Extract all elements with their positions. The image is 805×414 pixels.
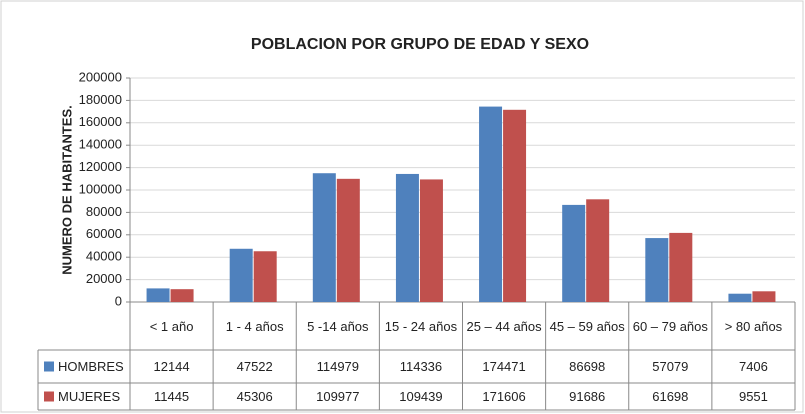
table-value: 9551 <box>739 389 768 404</box>
y-tick-label: 120000 <box>79 159 122 174</box>
bar <box>645 238 669 302</box>
x-tick-label-box: 60 – 79 años <box>632 319 708 334</box>
table-value: 11445 <box>154 389 189 404</box>
chart-title: POBLACION POR GRUPO DE EDAD Y SEXO <box>251 36 589 53</box>
x-tick-label-box: 1 - 4 años <box>225 319 284 334</box>
bar <box>336 178 360 302</box>
x-tick-label: < 1 año <box>149 319 194 334</box>
x-tick-label-box: 15 - 24 años <box>384 319 458 334</box>
y-tick-label: 80000 <box>86 204 122 219</box>
y-tick-label: 200000 <box>79 69 122 84</box>
x-tick-label: 15 - 24 años <box>384 319 458 334</box>
y-axis-label: NUMERO DE HABITANTES. <box>59 105 74 274</box>
table-value: 114979 <box>317 359 359 374</box>
y-tick-label: 40000 <box>86 249 122 264</box>
x-tick-label: > 80 años <box>724 319 783 334</box>
x-tick-label: 25 – 44 años <box>466 319 542 334</box>
x-tick-label-box: < 1 año <box>149 319 194 334</box>
bar <box>586 199 610 302</box>
x-tick-label: 45 – 59 años <box>549 319 625 334</box>
table-value: 91686 <box>569 389 605 404</box>
table-value: 45306 <box>237 389 273 404</box>
table-value: 61698 <box>652 389 688 404</box>
bar <box>752 291 776 302</box>
bar <box>728 293 752 302</box>
bar <box>562 204 586 302</box>
y-tick-label: 60000 <box>86 226 122 241</box>
legend-label: HOMBRES <box>58 359 124 374</box>
x-tick-label-box: 5 -14 años <box>307 319 369 334</box>
bar <box>503 109 527 303</box>
y-tick-label: 20000 <box>86 271 122 286</box>
x-tick-label-box: 45 – 59 años <box>549 319 625 334</box>
y-tick-label: 140000 <box>79 137 122 152</box>
x-tick-label-box: 25 – 44 años <box>466 319 542 334</box>
table-value: 109977 <box>316 389 359 404</box>
table-value: 47522 <box>237 359 273 374</box>
bar <box>395 173 419 302</box>
x-tick-label: 60 – 79 años <box>632 319 708 334</box>
legend-swatch <box>44 361 54 372</box>
bar <box>312 173 336 302</box>
bar <box>253 251 277 302</box>
table-value: 86698 <box>569 359 605 374</box>
y-tick-label: 0 <box>115 293 122 308</box>
table-value: 7406 <box>739 359 768 374</box>
table-value: 114336 <box>400 359 442 374</box>
y-tick-label: 180000 <box>79 92 122 107</box>
table-value: 12144 <box>153 359 189 374</box>
x-tick-label: 5 -14 años <box>307 319 369 334</box>
bar <box>669 232 693 302</box>
table-value: 57079 <box>652 359 688 374</box>
bar <box>229 248 253 302</box>
legend-swatch <box>44 391 54 402</box>
table-value: 174471 <box>482 359 525 374</box>
bar <box>170 289 194 302</box>
table-value: 171606 <box>482 389 525 404</box>
table-value: 109439 <box>399 389 442 404</box>
y-tick-label: 100000 <box>79 181 122 196</box>
bar <box>146 288 170 302</box>
x-tick-label: 1 - 4 años <box>225 319 284 334</box>
bar <box>419 179 443 302</box>
y-tick-label: 160000 <box>79 114 122 129</box>
bar <box>479 106 503 302</box>
x-tick-label-box: > 80 años <box>724 319 783 334</box>
legend-label: MUJERES <box>58 389 120 404</box>
